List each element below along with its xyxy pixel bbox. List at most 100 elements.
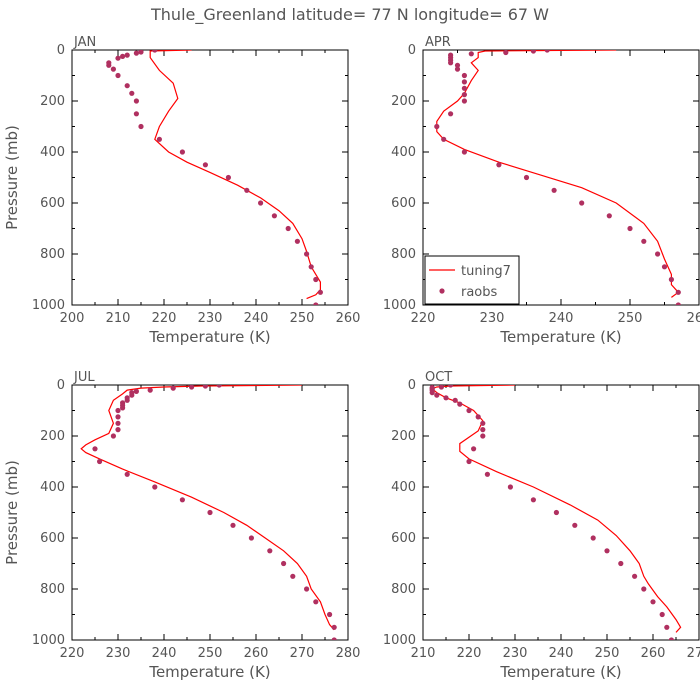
x-tick-label-jul: 240 — [152, 646, 177, 661]
data-point-raobs-apr — [468, 51, 474, 57]
data-point-raobs-oct — [466, 407, 472, 414]
data-point-raobs-oct — [507, 484, 513, 490]
y-tick-label-apr: 1000 — [383, 298, 416, 313]
data-point-raobs-jan — [156, 136, 162, 142]
x-tick-label-oct: 250 — [595, 646, 620, 661]
data-point-raobs-jan — [124, 52, 130, 58]
data-point-raobs-jan — [106, 62, 112, 68]
data-point-raobs-oct — [553, 509, 560, 516]
data-point-raobs-jul — [110, 433, 116, 439]
y-axis-label-jul: Pressure (mb) — [3, 460, 21, 565]
data-area-jan — [106, 50, 323, 305]
x-axis-label-apr: Temperature (K) — [499, 328, 621, 346]
x-tick-label-oct: 270 — [687, 646, 700, 661]
data-point-raobs-apr — [530, 50, 536, 54]
series-line-tuning7-jul — [80, 385, 335, 631]
data-point-raobs-jan — [115, 72, 121, 79]
data-point-raobs-jan — [271, 213, 277, 219]
y-tick-label-oct: 600 — [391, 531, 416, 546]
data-point-raobs-oct — [618, 560, 624, 567]
panel-oct: 210 220 230 240 250 260 270 0 200 400 600 800 1000 OC… — [383, 370, 700, 681]
x-tick-label-oct: 210 — [411, 646, 436, 661]
y-tick-label-jan: 600 — [40, 196, 65, 211]
y-tick-label-jan: 400 — [40, 145, 65, 160]
data-point-raobs-oct — [668, 637, 674, 640]
data-point-raobs-jul — [92, 446, 98, 452]
y-tick-label-jul: 0 — [57, 378, 65, 393]
legend-point-swatch — [439, 288, 445, 294]
data-point-raobs-apr — [461, 149, 467, 155]
data-point-raobs-jan — [133, 98, 139, 104]
x-tick-label-jul: 280 — [336, 646, 361, 661]
data-point-raobs-jan — [133, 50, 139, 56]
data-point-raobs-apr — [434, 123, 440, 130]
data-point-raobs-jan — [313, 276, 319, 283]
data-point-raobs-jul — [152, 484, 158, 490]
data-point-raobs-jul — [97, 458, 103, 465]
data-point-raobs-jan — [124, 83, 130, 89]
data-point-raobs-jan — [202, 162, 208, 168]
y-tick-label-apr: 600 — [391, 196, 416, 211]
data-point-raobs-oct — [632, 573, 638, 579]
data-point-raobs-oct — [429, 390, 435, 396]
data-point-raobs-apr — [544, 50, 550, 53]
data-point-raobs-oct — [480, 433, 486, 439]
x-tick-label-jul: 230 — [106, 646, 131, 661]
data-point-raobs-oct — [641, 586, 647, 592]
data-point-raobs-oct — [448, 385, 454, 388]
data-point-raobs-jul — [147, 387, 153, 393]
data-point-raobs-jul — [281, 560, 287, 567]
data-point-raobs-jul — [115, 427, 121, 433]
data-point-raobs-oct — [659, 611, 665, 618]
data-point-raobs-oct — [438, 385, 444, 390]
data-point-raobs-jul — [115, 420, 121, 426]
x-tick-label-jan: 250 — [290, 311, 315, 326]
y-tick-label-oct: 0 — [408, 378, 416, 393]
data-point-raobs-apr — [454, 62, 461, 68]
data-point-raobs-oct — [480, 427, 486, 433]
data-point-raobs-jul — [179, 497, 185, 503]
data-point-raobs-jul — [120, 405, 126, 411]
y-tick-label-oct: 1000 — [383, 633, 416, 648]
data-point-raobs-jan — [258, 200, 264, 206]
x-tick-label-apr: 230 — [480, 311, 505, 326]
x-axis-label-oct: Temperature (K) — [499, 663, 621, 681]
panel-jan: 200 210 220 230 240 250 260 0 200 400 600 800 1000 JA… — [3, 35, 360, 346]
x-axis-label-jan: Temperature (K) — [148, 328, 270, 346]
data-point-raobs-jan — [120, 53, 126, 60]
x-tick-label-apr: 220 — [411, 311, 436, 326]
data-point-raobs-jul — [170, 385, 176, 391]
y-tick-label-jul: 400 — [40, 480, 65, 495]
data-point-raobs-jan — [285, 225, 291, 232]
data-point-raobs-oct — [484, 471, 490, 477]
data-point-raobs-jul — [327, 611, 333, 618]
data-point-raobs-jan — [308, 264, 314, 270]
plot-frame-oct — [422, 384, 700, 641]
data-point-raobs-oct — [650, 599, 656, 605]
x-tick-label-jan: 210 — [106, 311, 131, 326]
x-tick-label-jul: 260 — [244, 646, 269, 661]
x-tick-label-apr: 260 — [687, 311, 700, 326]
data-point-raobs-jan — [129, 90, 135, 96]
data-point-raobs-oct — [471, 446, 477, 452]
data-point-raobs-jul — [133, 388, 139, 394]
data-point-raobs-apr — [675, 289, 681, 295]
x-tick-label-jan: 220 — [152, 311, 177, 326]
legend-box — [424, 255, 520, 305]
data-point-raobs-jul — [207, 509, 213, 516]
data-point-raobs-jul — [267, 548, 273, 554]
y-tick-label-jul: 600 — [40, 531, 65, 546]
data-point-raobs-apr — [448, 111, 454, 117]
data-point-raobs-apr — [641, 238, 647, 244]
data-point-raobs-jul — [124, 471, 130, 477]
y-tick-label-apr: 800 — [391, 247, 416, 262]
panel-apr: 220 230 240 250 260 0 200 400 600 800 1000 APR Tempe… — [383, 35, 700, 346]
legend-label-obs: raobs — [461, 285, 498, 300]
x-tick-label-jul: 250 — [198, 646, 223, 661]
y-tick-label-apr: 400 — [391, 145, 416, 160]
data-point-raobs-jan — [244, 187, 250, 193]
data-point-raobs-oct — [457, 401, 463, 407]
data-point-raobs-jan — [225, 174, 231, 181]
data-point-raobs-jan — [317, 289, 323, 295]
